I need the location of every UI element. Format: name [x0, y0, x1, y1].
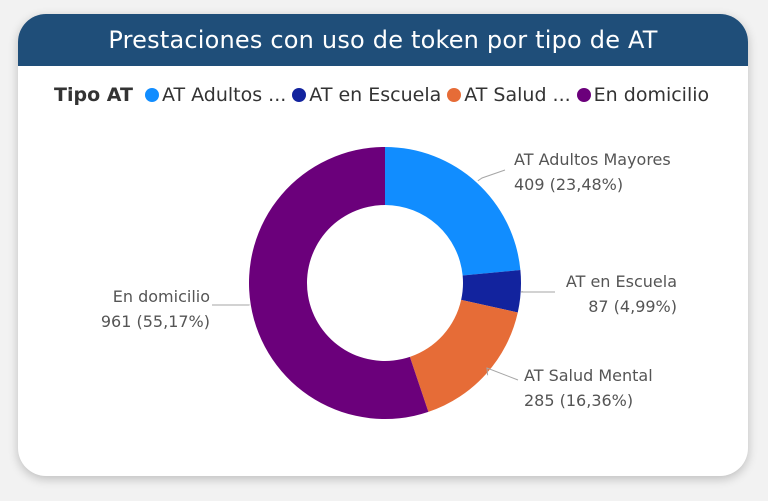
chart-title: Prestaciones con uso de token por tipo d…	[108, 26, 658, 54]
legend-item-at-adultos-mayores[interactable]: AT Adultos ...	[144, 84, 287, 106]
leader-line-at-adultos-mayores	[477, 169, 506, 182]
leader-line-at-salud-mental	[486, 367, 519, 381]
slice-at-adultos-mayores[interactable]	[385, 147, 521, 276]
data-label-name-at-adultos-mayores: AT Adultos Mayores	[514, 150, 671, 169]
legend-dot-at-adultos-mayores	[144, 88, 159, 102]
legend: Tipo AT AT Adultos ... AT en Escuela AT …	[54, 84, 715, 106]
slice-at-salud-mental[interactable]	[409, 299, 518, 412]
slice-at-en-escuela[interactable]	[461, 270, 521, 313]
data-label-value-at-salud-mental: 285 (16,36%)	[524, 391, 633, 410]
leader-line-at-en-escuela	[520, 290, 555, 293]
data-label-name-en-domicilio: En domicilio	[113, 287, 210, 306]
legend-dot-at-salud-mental	[447, 88, 462, 102]
legend-item-at-salud-mental[interactable]: AT Salud ...	[447, 84, 571, 106]
data-label-name-at-en-escuela: AT en Escuela	[566, 272, 677, 291]
data-label-name-at-salud-mental: AT Salud Mental	[524, 366, 653, 385]
chart-title-bar: Prestaciones con uso de token por tipo d…	[18, 14, 748, 66]
legend-label-at-en-escuela: AT en Escuela	[309, 84, 442, 106]
legend-title: Tipo AT	[54, 84, 133, 106]
legend-label-at-salud-mental: AT Salud ...	[464, 84, 571, 106]
data-label-value-at-en-escuela: 87 (4,99%)	[588, 297, 677, 316]
legend-dot-at-en-escuela	[292, 88, 307, 102]
slice-en-domicilio[interactable]	[249, 147, 429, 420]
legend-dot-en-domicilio	[576, 88, 591, 102]
data-label-value-en-domicilio: 961 (55,17%)	[101, 312, 210, 331]
legend-label-at-adultos-mayores: AT Adultos ...	[161, 84, 287, 106]
legend-item-at-en-escuela[interactable]: AT en Escuela	[292, 84, 441, 106]
legend-item-en-domicilio[interactable]: En domicilio	[576, 84, 710, 106]
legend-label-en-domicilio: En domicilio	[593, 84, 710, 106]
data-label-value-at-adultos-mayores: 409 (23,48%)	[514, 175, 623, 194]
